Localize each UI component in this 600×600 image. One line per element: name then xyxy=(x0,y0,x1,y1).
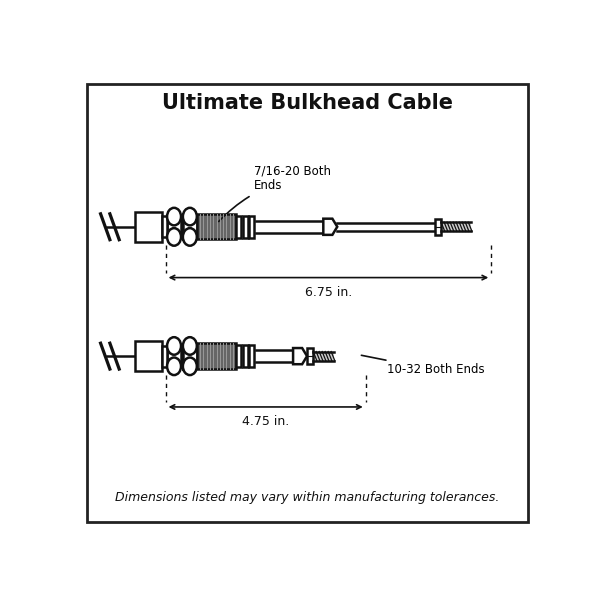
Text: 4.75 in.: 4.75 in. xyxy=(242,415,289,428)
Ellipse shape xyxy=(167,208,181,226)
Ellipse shape xyxy=(183,208,197,226)
Text: 6.75 in.: 6.75 in. xyxy=(305,286,352,299)
Text: Dimensions listed may vary within manufacturing tolerances.: Dimensions listed may vary within manufa… xyxy=(115,491,500,504)
Text: Ultimate Bulkhead Cable: Ultimate Bulkhead Cable xyxy=(162,93,453,113)
Bar xyxy=(243,215,248,238)
Bar xyxy=(256,350,293,362)
Text: 7/16-20 Both
Ends: 7/16-20 Both Ends xyxy=(219,164,331,221)
Bar xyxy=(163,346,167,367)
Bar xyxy=(197,343,236,369)
Bar xyxy=(441,222,471,232)
Polygon shape xyxy=(323,218,337,235)
Ellipse shape xyxy=(167,337,181,355)
Bar xyxy=(236,215,241,238)
Bar xyxy=(307,348,313,364)
Polygon shape xyxy=(293,348,307,364)
Bar xyxy=(435,218,441,235)
Bar xyxy=(136,212,163,242)
Bar xyxy=(256,221,323,233)
Bar xyxy=(243,345,248,367)
Bar xyxy=(250,345,254,367)
Bar xyxy=(163,217,167,237)
Bar xyxy=(313,352,334,361)
Ellipse shape xyxy=(167,358,181,375)
Bar xyxy=(136,341,163,371)
Ellipse shape xyxy=(183,358,197,375)
Ellipse shape xyxy=(183,337,197,355)
Ellipse shape xyxy=(183,228,197,246)
Bar xyxy=(236,345,241,367)
Bar xyxy=(250,215,254,238)
Bar xyxy=(197,214,236,239)
Ellipse shape xyxy=(167,228,181,246)
Text: 10-32 Both Ends: 10-32 Both Ends xyxy=(361,355,484,376)
